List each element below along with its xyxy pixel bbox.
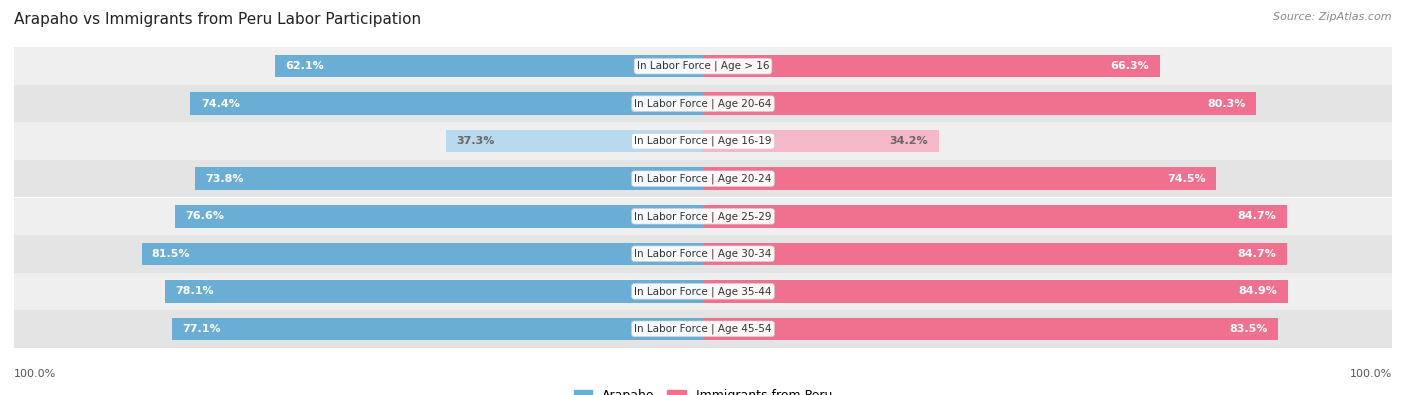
Text: In Labor Force | Age 16-19: In Labor Force | Age 16-19 — [634, 136, 772, 147]
Text: 74.4%: 74.4% — [201, 99, 239, 109]
Bar — [703, 280, 1288, 303]
Text: 83.5%: 83.5% — [1230, 324, 1268, 334]
Bar — [14, 85, 1392, 122]
Text: 66.3%: 66.3% — [1111, 61, 1150, 71]
Text: In Labor Force | Age 30-34: In Labor Force | Age 30-34 — [634, 248, 772, 259]
Text: 37.3%: 37.3% — [457, 136, 495, 146]
Bar — [276, 55, 703, 77]
Text: 100.0%: 100.0% — [14, 369, 56, 379]
Bar — [172, 318, 703, 340]
Text: Source: ZipAtlas.com: Source: ZipAtlas.com — [1274, 12, 1392, 22]
Bar — [703, 130, 939, 152]
Bar — [190, 92, 703, 115]
Bar — [703, 205, 1286, 228]
Text: 84.9%: 84.9% — [1239, 286, 1278, 296]
Bar — [14, 273, 1392, 310]
Text: 34.2%: 34.2% — [890, 136, 928, 146]
Bar — [14, 235, 1392, 273]
Bar — [703, 92, 1256, 115]
Text: 77.1%: 77.1% — [183, 324, 221, 334]
Bar — [194, 167, 703, 190]
Bar — [14, 198, 1392, 235]
Bar — [14, 160, 1392, 198]
Bar — [14, 47, 1392, 85]
Text: 84.7%: 84.7% — [1237, 211, 1277, 221]
Text: In Labor Force | Age 45-54: In Labor Force | Age 45-54 — [634, 324, 772, 334]
Bar — [142, 243, 703, 265]
Text: Arapaho vs Immigrants from Peru Labor Participation: Arapaho vs Immigrants from Peru Labor Pa… — [14, 12, 422, 27]
Bar — [703, 318, 1278, 340]
Text: 62.1%: 62.1% — [285, 61, 325, 71]
Text: 73.8%: 73.8% — [205, 174, 243, 184]
Text: In Labor Force | Age 20-24: In Labor Force | Age 20-24 — [634, 173, 772, 184]
Bar — [703, 243, 1286, 265]
Bar — [703, 55, 1160, 77]
Text: 84.7%: 84.7% — [1237, 249, 1277, 259]
Text: In Labor Force | Age 35-44: In Labor Force | Age 35-44 — [634, 286, 772, 297]
Text: 80.3%: 80.3% — [1208, 99, 1246, 109]
Bar — [165, 280, 703, 303]
Bar — [703, 167, 1216, 190]
Text: 78.1%: 78.1% — [176, 286, 214, 296]
Bar — [176, 205, 703, 228]
Text: In Labor Force | Age 25-29: In Labor Force | Age 25-29 — [634, 211, 772, 222]
Text: In Labor Force | Age 20-64: In Labor Force | Age 20-64 — [634, 98, 772, 109]
Bar — [446, 130, 703, 152]
Text: 100.0%: 100.0% — [1350, 369, 1392, 379]
Text: 76.6%: 76.6% — [186, 211, 225, 221]
Text: 74.5%: 74.5% — [1167, 174, 1206, 184]
Legend: Arapaho, Immigrants from Peru: Arapaho, Immigrants from Peru — [568, 384, 838, 395]
Bar — [14, 310, 1392, 348]
Text: 81.5%: 81.5% — [152, 249, 190, 259]
Text: In Labor Force | Age > 16: In Labor Force | Age > 16 — [637, 61, 769, 71]
Bar — [14, 122, 1392, 160]
